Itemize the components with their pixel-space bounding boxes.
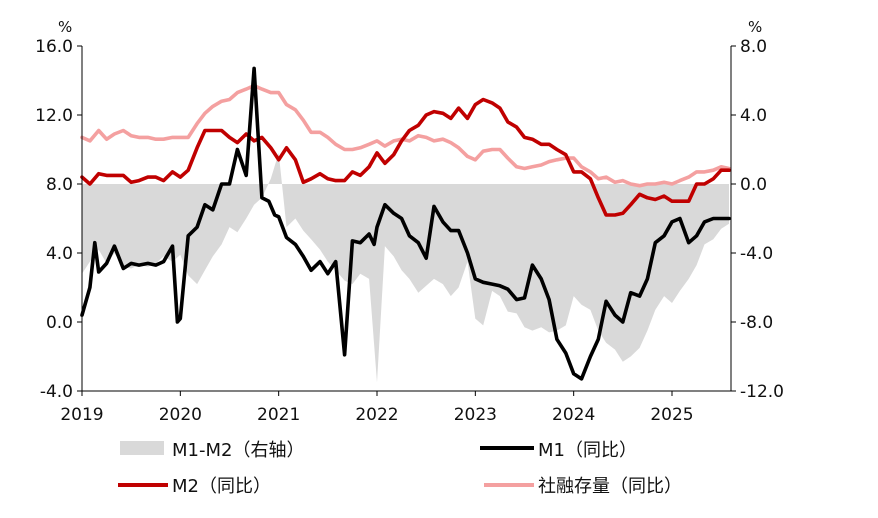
x-tick-label: 2024: [552, 405, 595, 425]
right-tick-label: -4.0: [740, 244, 773, 264]
x-tick-label: 2020: [159, 405, 202, 425]
left-tick-label: 16.0: [35, 37, 73, 57]
series-gap-area: [82, 152, 729, 383]
axes-layer: % % 16.0 12.0 8.0 4.0 0.0 -4.0 8.0 4.0 0.0 -4.0 -8…: [35, 18, 784, 425]
legend-label-tsf: 社融存量（同比）: [538, 476, 682, 497]
right-axis-unit: %: [748, 18, 762, 36]
legend-label-gap: M1-M2（右轴）: [172, 440, 304, 461]
left-tick-label: 12.0: [35, 106, 73, 126]
left-tick-label: 8.0: [46, 175, 73, 195]
left-axis-unit: %: [58, 18, 72, 36]
series-m1-line: [80, 66, 731, 381]
x-tick-label: 2021: [257, 405, 300, 425]
legend-label-m2: M2（同比）: [172, 476, 271, 497]
right-tick-label: 8.0: [740, 37, 767, 57]
series-m2-line: [80, 97, 731, 217]
series-lines-layer: [80, 66, 731, 381]
left-tick-label: -4.0: [40, 382, 73, 402]
left-tick-label: 4.0: [46, 244, 73, 264]
legend: M1-M2（右轴） M1（同比） M2（同比） 社融存量（同比）: [118, 440, 682, 497]
left-tick-label: 0.0: [46, 313, 73, 333]
right-tick-label: -8.0: [740, 313, 773, 333]
x-tick-label: 2023: [454, 405, 497, 425]
series-area-layer: [82, 152, 729, 383]
right-tick-label: -12.0: [740, 382, 784, 402]
right-tick-label: 0.0: [740, 175, 767, 195]
x-tick-label: 2025: [650, 405, 693, 425]
series-tsf-line: [80, 83, 731, 188]
legend-label-m1: M1（同比）: [538, 440, 637, 461]
right-tick-label: 4.0: [740, 106, 767, 126]
legend-swatch-gap: [120, 441, 164, 455]
x-tick-label: 2019: [60, 405, 103, 425]
x-tick-label: 2022: [355, 405, 398, 425]
